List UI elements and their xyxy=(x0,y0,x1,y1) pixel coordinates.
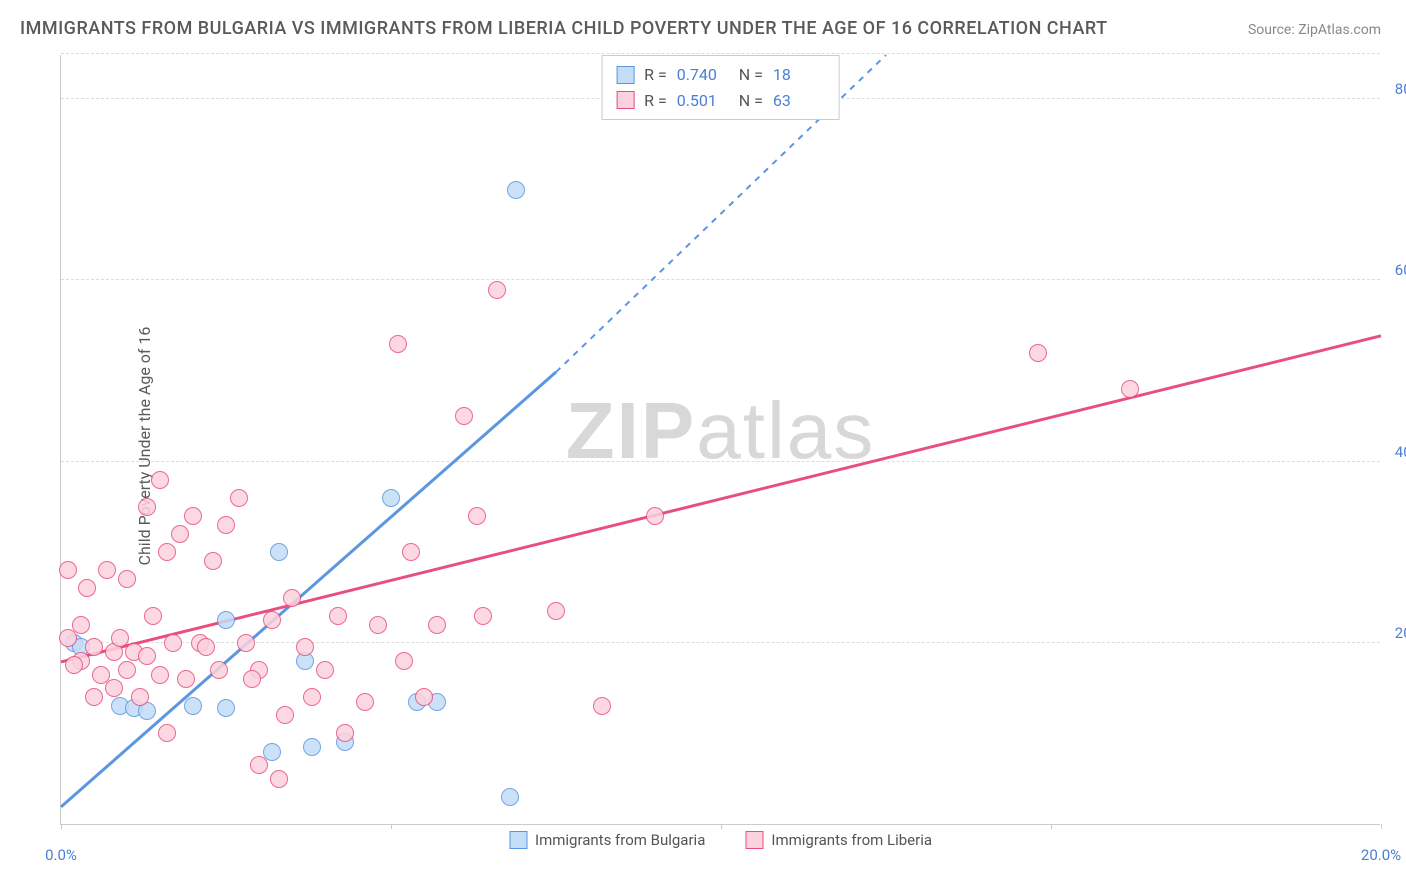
data-point xyxy=(402,543,420,561)
legend-n-label: N = xyxy=(739,62,763,88)
data-point xyxy=(1121,380,1139,398)
legend-r-label: R = xyxy=(644,88,667,114)
data-point xyxy=(468,507,486,525)
data-point xyxy=(382,489,400,507)
legend-series-label: Immigrants from Liberia xyxy=(771,831,932,849)
source-attribution: Source: ZipAtlas.com xyxy=(1248,22,1381,38)
legend-n-label: N = xyxy=(739,88,763,114)
data-point xyxy=(250,756,268,774)
chart-title: IMMIGRANTS FROM BULGARIA VS IMMIGRANTS F… xyxy=(20,18,1108,39)
data-point xyxy=(455,407,473,425)
legend-correlation-row: R = 0.740 N = 18 xyxy=(616,62,825,88)
data-point xyxy=(177,670,195,688)
data-point xyxy=(395,652,413,670)
data-point xyxy=(164,634,182,652)
y-tick-label: 80.0% xyxy=(1395,80,1406,98)
correlation-legend: R = 0.740 N = 18 R = 0.501 N = 63 xyxy=(601,55,840,120)
data-point xyxy=(316,661,334,679)
data-point xyxy=(276,706,294,724)
data-point xyxy=(158,543,176,561)
x-tick-label: 20.0% xyxy=(1361,846,1401,864)
data-point xyxy=(217,699,235,717)
legend-swatch xyxy=(745,831,763,849)
data-point xyxy=(184,507,202,525)
data-point xyxy=(210,661,228,679)
data-point xyxy=(415,688,433,706)
data-point xyxy=(151,666,169,684)
data-point xyxy=(270,770,288,788)
data-point xyxy=(329,607,347,625)
chart-container: IMMIGRANTS FROM BULGARIA VS IMMIGRANTS F… xyxy=(0,0,1406,892)
series-legend: Immigrants from Bulgaria Immigrants from … xyxy=(509,831,932,849)
data-point xyxy=(263,743,281,761)
data-point xyxy=(263,611,281,629)
data-point xyxy=(65,656,83,674)
data-point xyxy=(356,693,374,711)
data-point xyxy=(72,616,90,634)
legend-r-value: 0.740 xyxy=(677,62,729,88)
legend-correlation-row: R = 0.501 N = 63 xyxy=(616,88,825,114)
data-point xyxy=(131,688,149,706)
legend-swatch xyxy=(509,831,527,849)
legend-n-value: 63 xyxy=(773,88,825,114)
data-point xyxy=(488,281,506,299)
trend-lines xyxy=(61,55,1380,824)
legend-n-value: 18 xyxy=(773,62,825,88)
data-point xyxy=(138,647,156,665)
legend-r-value: 0.501 xyxy=(677,88,729,114)
data-point xyxy=(237,634,255,652)
legend-swatch xyxy=(616,66,634,84)
legend-swatch xyxy=(616,91,634,109)
data-point xyxy=(283,589,301,607)
data-point xyxy=(217,611,235,629)
data-point xyxy=(85,688,103,706)
data-point xyxy=(1029,344,1047,362)
data-point xyxy=(138,498,156,516)
legend-r-label: R = xyxy=(644,62,667,88)
data-point xyxy=(336,724,354,742)
data-point xyxy=(646,507,664,525)
data-point xyxy=(59,561,77,579)
data-point xyxy=(158,724,176,742)
data-point xyxy=(105,679,123,697)
data-point xyxy=(593,697,611,715)
data-point xyxy=(59,629,77,647)
data-point xyxy=(389,335,407,353)
data-point xyxy=(243,670,261,688)
data-point xyxy=(118,570,136,588)
data-point xyxy=(197,638,215,656)
data-point xyxy=(78,579,96,597)
data-point xyxy=(303,738,321,756)
data-point xyxy=(144,607,162,625)
data-point xyxy=(85,638,103,656)
data-point xyxy=(428,616,446,634)
data-point xyxy=(118,661,136,679)
data-point xyxy=(270,543,288,561)
x-tick-label: 0.0% xyxy=(45,846,77,864)
data-point xyxy=(171,525,189,543)
data-point xyxy=(303,688,321,706)
data-point xyxy=(98,561,116,579)
plot-area: ZIPatlas 20.0%40.0%60.0%80.0% R =0.740N … xyxy=(60,55,1380,825)
data-point xyxy=(151,471,169,489)
data-point xyxy=(507,181,525,199)
y-tick-label: 20.0% xyxy=(1395,624,1406,642)
data-point xyxy=(111,629,129,647)
data-point xyxy=(230,489,248,507)
legend-series-item: Immigrants from Liberia xyxy=(745,831,932,849)
y-tick-label: 60.0% xyxy=(1395,261,1406,279)
data-point xyxy=(204,552,222,570)
data-point xyxy=(184,697,202,715)
data-point xyxy=(547,602,565,620)
legend-series-item: Immigrants from Bulgaria xyxy=(509,831,705,849)
legend-series-label: Immigrants from Bulgaria xyxy=(535,831,705,849)
y-tick-label: 40.0% xyxy=(1395,443,1406,461)
data-point xyxy=(501,788,519,806)
data-point xyxy=(217,516,235,534)
data-point xyxy=(369,616,387,634)
data-point xyxy=(296,638,314,656)
data-point xyxy=(474,607,492,625)
